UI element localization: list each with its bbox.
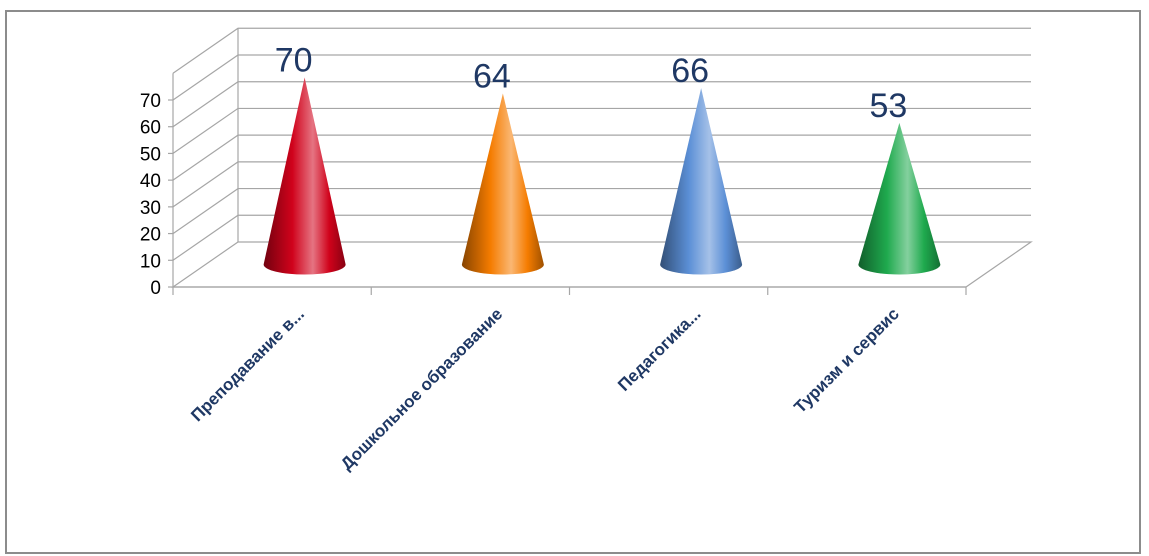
gridline bbox=[172, 214, 1031, 261]
y-tick-label: 70 bbox=[140, 91, 161, 112]
cone-2 bbox=[461, 93, 544, 275]
y-tick-label: 60 bbox=[140, 118, 161, 139]
gridline bbox=[172, 161, 1031, 208]
data-label: 53 bbox=[869, 87, 907, 125]
y-tick-label: 30 bbox=[140, 198, 161, 219]
y-tick-label: 0 bbox=[150, 278, 161, 299]
gridlines bbox=[172, 27, 1031, 261]
x-axis-labels: Преподавание в... Дошкольное образование П… bbox=[187, 304, 903, 473]
cone-3 bbox=[660, 88, 743, 275]
y-tick-label: 50 bbox=[140, 144, 161, 165]
gridline bbox=[172, 107, 1031, 154]
y-tick-label: 40 bbox=[140, 171, 161, 192]
gridline bbox=[172, 81, 1031, 128]
gridline bbox=[172, 27, 1031, 74]
x-category-label: Педагогика... bbox=[614, 304, 704, 394]
cone-4 bbox=[858, 122, 941, 275]
x-category-label: Преподавание в... bbox=[187, 304, 308, 425]
chart-frame bbox=[5, 10, 1141, 554]
x-category-label: Туризм и сервис bbox=[790, 304, 902, 416]
gridline bbox=[172, 187, 1031, 235]
y-tick-label: 10 bbox=[140, 251, 161, 272]
y-tick-label: 20 bbox=[140, 225, 161, 246]
cone-1 bbox=[263, 77, 346, 275]
gridline bbox=[172, 54, 1031, 101]
y-axis-ticks: 0 10 20 30 40 50 60 70 bbox=[140, 91, 173, 299]
cones bbox=[263, 77, 941, 275]
gridline bbox=[172, 134, 1031, 181]
data-label: 70 bbox=[275, 42, 313, 80]
data-labels: 70 64 66 53 bbox=[275, 42, 908, 125]
axes bbox=[172, 286, 967, 295]
x-category-label: Дошкольное образование bbox=[337, 304, 506, 473]
data-label: 66 bbox=[671, 52, 709, 90]
data-label: 64 bbox=[473, 58, 511, 96]
